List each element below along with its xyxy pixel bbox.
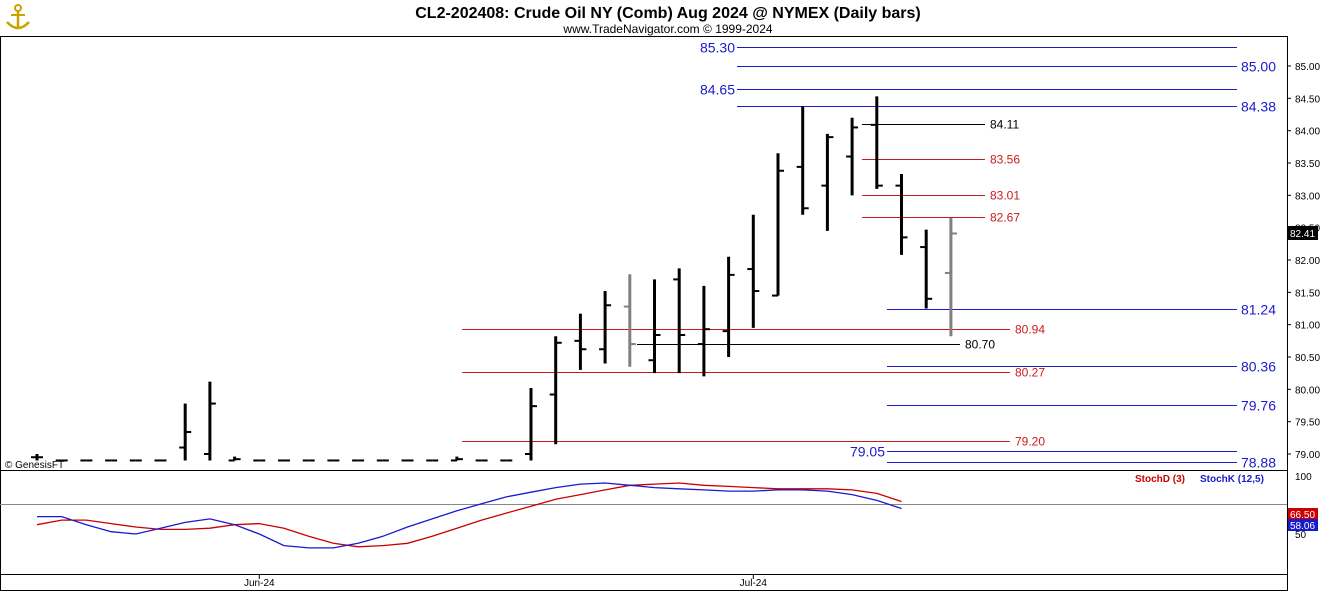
price-tick-label: 81.00 — [1295, 321, 1320, 332]
level-label: 79.05 — [850, 444, 885, 460]
chart-frame — [0, 36, 1288, 591]
price-axis-ticks: 85.0084.5084.0083.5083.0082.5082.0081.50… — [1287, 62, 1320, 461]
watermark-text: © GenesisFT — [5, 460, 64, 471]
stochk-line — [37, 482, 902, 549]
time-axis-labels: Jun-24 Jul-24 — [244, 575, 767, 589]
ohlc-bar — [228, 456, 241, 462]
price-tick-label: 81.50 — [1295, 288, 1320, 299]
chart-title: CL2-202408: Crude Oil NY (Comb) Aug 2024… — [415, 5, 921, 22]
indicator-tick-label: 50 — [1295, 530, 1307, 541]
level-label: 85.00 — [1241, 59, 1276, 75]
level-label: 81.24 — [1241, 302, 1276, 318]
legend-stochk: StochK (12,5) — [1200, 474, 1264, 485]
ohlc-bar — [821, 133, 834, 231]
time-tick-label: Jun-24 — [244, 578, 275, 589]
level-label: 78.88 — [1241, 455, 1276, 471]
price-tick-label: 82.00 — [1295, 256, 1320, 267]
stochd-line — [36, 482, 902, 548]
ohlc-bar — [574, 313, 587, 370]
ohlc-bar — [450, 456, 463, 462]
stochd-last-tag: 66.50 — [1288, 508, 1318, 521]
ohlc-bar — [772, 153, 784, 297]
ohlc-bar — [846, 117, 859, 196]
last-price-label: 82.41 — [1290, 229, 1315, 240]
level-label: 84.11 — [990, 118, 1019, 132]
level-label: 80.94 — [1015, 323, 1045, 337]
anchor-logo-icon — [4, 2, 32, 32]
level-label: 79.20 — [1015, 435, 1045, 449]
price-tick-label: 83.50 — [1295, 159, 1320, 170]
time-tick-label: Jul-24 — [740, 578, 768, 589]
price-tick-label: 83.00 — [1295, 191, 1320, 202]
ohlc-bar — [31, 454, 43, 461]
price-tick-label: 80.00 — [1295, 385, 1320, 396]
ohlc-bar — [623, 274, 636, 367]
ohlc-bar — [549, 336, 562, 445]
stochd-last-label: 66.50 — [1290, 510, 1315, 521]
chart-subtitle: www.TradeNavigator.com © 1999-2024 — [562, 22, 772, 36]
price-tick-label: 79.50 — [1295, 418, 1320, 429]
ohlc-bar — [648, 279, 661, 374]
ohlc-bar — [203, 381, 216, 461]
last-price-tag: 82.41 — [1288, 226, 1318, 240]
price-tick-label: 85.00 — [1295, 62, 1320, 73]
indicator-tick-label: 100 — [1295, 472, 1312, 483]
ohlc-bar — [599, 291, 612, 364]
price-tick-label: 79.00 — [1295, 450, 1320, 461]
ohlc-bar — [895, 173, 908, 255]
ohlc-bar — [920, 229, 933, 309]
ohlc-bar — [525, 388, 537, 461]
price-bars-layer — [31, 96, 957, 462]
ohlc-bar — [179, 403, 192, 461]
level-label: 80.27 — [1015, 366, 1045, 380]
price-tick-label: 80.50 — [1295, 353, 1320, 364]
level-label: 79.76 — [1241, 398, 1276, 414]
price-tick-label: 84.00 — [1295, 127, 1320, 138]
level-label: 84.38 — [1241, 99, 1276, 115]
level-label: 83.56 — [990, 153, 1020, 167]
stochk-last-label: 58.06 — [1290, 521, 1315, 532]
fib-levels-layer: 85.30 85.00 84.65 84.38 84.11 83.56 83.01 82.67… — [462, 40, 1276, 471]
ohlc-bar — [747, 214, 760, 328]
ohlc-bar — [697, 285, 710, 377]
stochastic-pane: 100 50 — [0, 472, 1312, 549]
ohlc-bar — [944, 217, 957, 337]
ohlc-bar — [870, 96, 883, 189]
ohlc-bar — [796, 106, 809, 215]
stochk-last-tag: 58.06 — [1288, 519, 1318, 532]
ohlc-bar — [722, 256, 735, 357]
level-label: 80.70 — [965, 338, 995, 352]
price-tick-label: 84.50 — [1295, 94, 1320, 105]
legend-stochd: StochD (3) — [1135, 474, 1185, 485]
level-label: 85.30 — [700, 40, 735, 56]
level-label: 84.65 — [700, 82, 735, 98]
level-label: 83.01 — [990, 189, 1020, 203]
level-label: 80.36 — [1241, 359, 1276, 375]
level-label: 82.67 — [990, 211, 1020, 225]
ohlc-bar — [673, 268, 686, 374]
